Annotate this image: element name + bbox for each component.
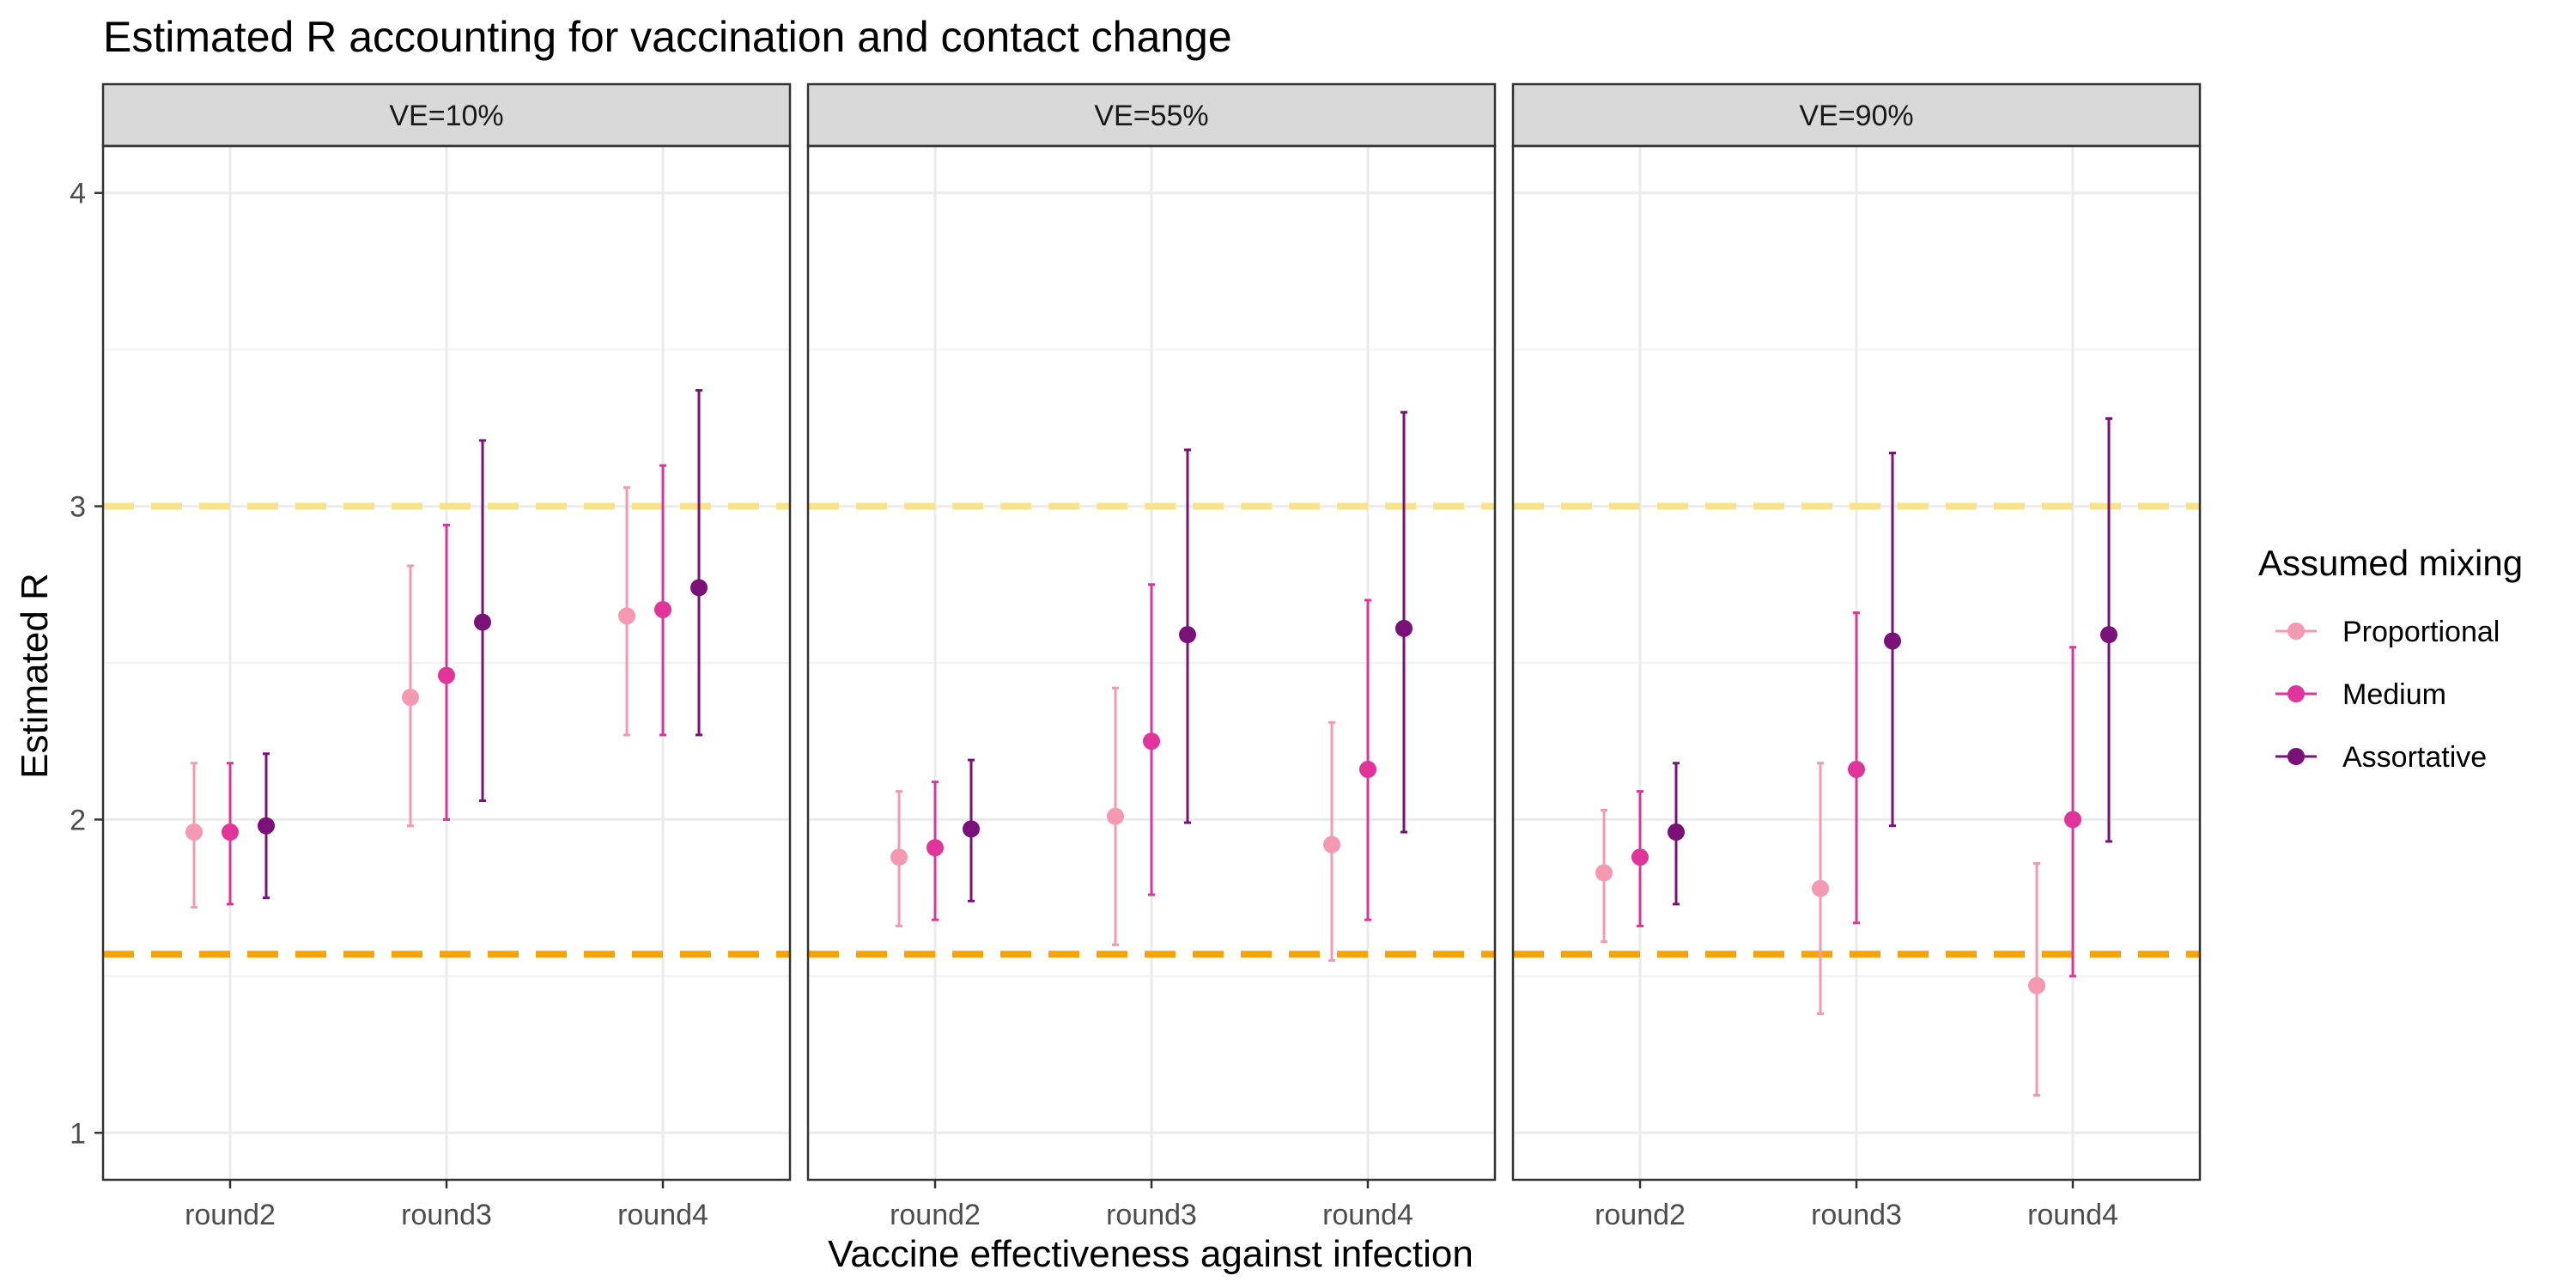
x-tick-label: round4 — [1322, 1199, 1413, 1231]
data-point — [1323, 835, 1340, 854]
data-point — [1884, 632, 1901, 650]
data-point — [963, 820, 980, 838]
x-tick-label: round3 — [1811, 1199, 1902, 1231]
x-axis-title: Vaccine effectiveness against infection — [828, 1233, 1473, 1275]
facet-strip — [101, 82, 792, 148]
data-point — [1395, 619, 1413, 637]
legend-key-point — [2287, 748, 2305, 765]
facet-strip — [806, 82, 1497, 148]
data-point — [690, 579, 708, 597]
y-tick-label: 2 — [70, 804, 86, 836]
data-point — [1812, 879, 1829, 897]
x-tick-label: round3 — [1106, 1199, 1197, 1231]
x-tick-label: round2 — [890, 1199, 981, 1231]
y-axis-title: Estimated R — [14, 573, 56, 779]
data-point — [2100, 626, 2117, 644]
facet-strip-label: VE=90% — [1799, 100, 1913, 132]
data-point — [1631, 848, 1649, 866]
legend-label: Medium — [2342, 678, 2446, 711]
facet-panel: VE=90% round2 round3 round4 — [1511, 82, 2202, 1231]
y-tick-label: 1 — [70, 1117, 86, 1150]
legend-key-point — [2287, 685, 2305, 702]
data-point — [402, 689, 419, 707]
data-point — [654, 600, 671, 618]
data-point — [618, 607, 635, 625]
data-point — [2064, 811, 2081, 829]
data-point — [1107, 807, 1124, 825]
data-point — [1668, 823, 1685, 841]
data-point — [185, 823, 203, 841]
y-tick-label: 4 — [70, 178, 86, 210]
data-point — [2028, 976, 2045, 994]
data-point — [222, 823, 239, 841]
facet-strip-label: VE=55% — [1094, 100, 1208, 132]
data-point — [890, 848, 908, 866]
data-point — [1143, 732, 1160, 750]
facet-strip-label: VE=10% — [389, 100, 503, 132]
facet-panel: VE=55% round2 round3 round4 — [806, 82, 1497, 1231]
legend-label: Proportional — [2342, 616, 2500, 648]
data-point — [438, 666, 455, 684]
chart-title: Estimated R accounting for vaccination a… — [103, 13, 1232, 61]
legend-entry: Proportional — [2275, 616, 2500, 648]
legend-label: Assortative — [2342, 741, 2487, 774]
legend-entry: Assortative — [2275, 741, 2487, 774]
data-point — [1595, 864, 1613, 882]
x-tick-label: round2 — [1595, 1199, 1686, 1231]
legend-title: Assumed mixing — [2258, 543, 2523, 583]
x-tick-label: round4 — [617, 1199, 708, 1231]
legend: Assumed mixing Proportional Medium Assorta… — [2258, 543, 2523, 774]
facet-panel: VE=10% round2 round3 round4 — [101, 82, 792, 1231]
x-tick-label: round4 — [2027, 1199, 2118, 1231]
data-point — [1848, 761, 1865, 779]
data-point — [474, 613, 491, 631]
facet-panels: VE=10% round2 round3 round4 VE=55% round2 roun… — [101, 82, 2202, 1231]
x-tick-label: round2 — [185, 1199, 276, 1231]
y-tick-label: 3 — [70, 491, 86, 524]
legend-key-point — [2287, 623, 2305, 640]
data-point — [258, 817, 275, 835]
data-point — [927, 839, 944, 857]
data-point — [1359, 761, 1376, 779]
legend-entry: Medium — [2275, 678, 2446, 711]
x-tick-label: round3 — [401, 1199, 492, 1231]
data-point — [1179, 626, 1196, 644]
